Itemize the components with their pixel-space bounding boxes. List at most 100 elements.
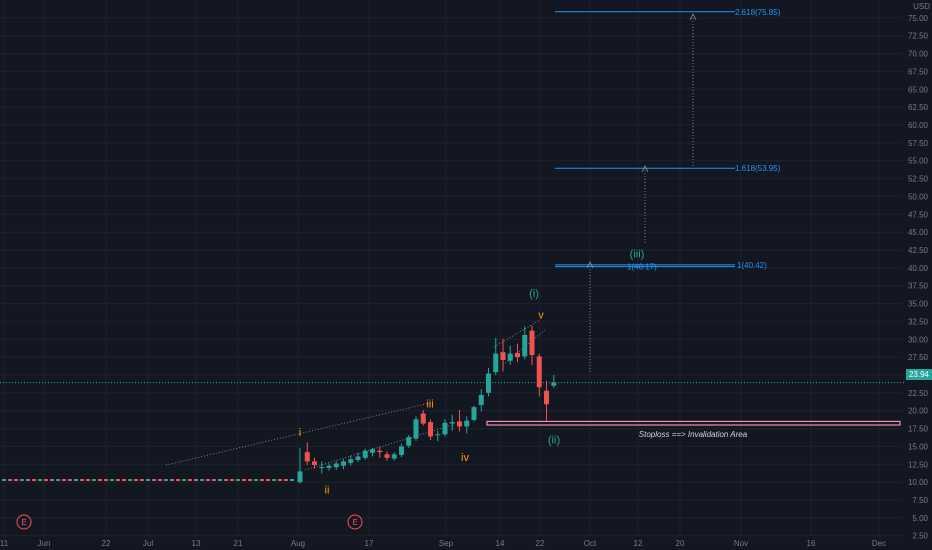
candle[interactable] bbox=[326, 463, 332, 471]
y-tick-label: 65.00 bbox=[908, 85, 929, 94]
candle-body bbox=[500, 352, 506, 360]
earnings-marker-circle bbox=[16, 514, 32, 530]
x-tick-label: 11 bbox=[0, 539, 9, 548]
x-tick-label: Jul bbox=[143, 539, 153, 548]
candle[interactable] bbox=[435, 430, 441, 442]
projection-arrow-head bbox=[586, 261, 594, 269]
projection-arrow-head bbox=[689, 13, 697, 21]
y-tick-label: 2.50 bbox=[912, 532, 928, 541]
candle-body bbox=[442, 422, 448, 435]
wave-label: (iii) bbox=[630, 249, 645, 261]
wave-label: iii bbox=[426, 399, 433, 411]
y-tick-label: 30.00 bbox=[908, 335, 929, 344]
fib-level-label: 1.618(53.95) bbox=[735, 164, 781, 173]
y-tick-label: 7.50 bbox=[912, 496, 928, 505]
candle[interactable] bbox=[420, 410, 426, 426]
candle[interactable] bbox=[312, 457, 317, 469]
candle-body bbox=[457, 421, 462, 427]
candle[interactable] bbox=[341, 459, 346, 470]
candle[interactable] bbox=[297, 447, 303, 484]
candle-body bbox=[493, 353, 499, 373]
candle-body bbox=[384, 454, 390, 458]
candle[interactable] bbox=[355, 452, 361, 463]
candle-body bbox=[449, 422, 455, 424]
last-price-badge bbox=[906, 369, 932, 380]
candle[interactable] bbox=[500, 338, 506, 372]
y-tick-label: 32.50 bbox=[908, 317, 929, 326]
x-tick-label: 14 bbox=[496, 539, 505, 548]
candle[interactable] bbox=[384, 451, 390, 461]
x-tick-label: Aug bbox=[291, 539, 305, 548]
candle[interactable] bbox=[515, 343, 520, 363]
candle-body bbox=[348, 459, 354, 463]
x-tick-label: Oct bbox=[584, 539, 597, 548]
last-price-text: 23.94 bbox=[909, 370, 930, 379]
earnings-marker[interactable]: E bbox=[347, 514, 363, 530]
y-tick-label: 20.00 bbox=[908, 407, 929, 416]
wave-label: iv bbox=[461, 452, 469, 464]
candle[interactable] bbox=[304, 442, 310, 465]
candle[interactable] bbox=[493, 337, 499, 375]
candle[interactable] bbox=[449, 415, 455, 431]
candle-body bbox=[478, 395, 484, 405]
trend-channel-line bbox=[165, 402, 431, 466]
candle[interactable] bbox=[486, 367, 491, 397]
candle[interactable] bbox=[413, 416, 419, 441]
y-tick-label: 35.00 bbox=[908, 300, 929, 309]
candle[interactable] bbox=[399, 443, 404, 458]
candle-body bbox=[507, 353, 513, 361]
y-tick-label: 10.00 bbox=[908, 478, 929, 487]
earnings-marker[interactable]: E bbox=[16, 514, 32, 530]
y-tick-label: 27.50 bbox=[908, 353, 929, 362]
candle[interactable] bbox=[544, 380, 549, 421]
fib-level-label: 1(40.42) bbox=[737, 261, 767, 270]
x-tick-label: Sep bbox=[439, 539, 454, 548]
candle-body bbox=[304, 452, 310, 462]
candle[interactable] bbox=[370, 447, 375, 457]
candle-body bbox=[319, 467, 325, 469]
candle-body bbox=[471, 407, 477, 420]
currency-label: USD bbox=[913, 2, 930, 11]
candle[interactable] bbox=[333, 461, 339, 470]
candle[interactable] bbox=[457, 410, 462, 432]
y-tick-label: 45.00 bbox=[908, 228, 929, 237]
candle[interactable] bbox=[391, 452, 397, 461]
candle[interactable] bbox=[377, 446, 383, 458]
wave-label: (ii) bbox=[548, 434, 560, 446]
stoploss-zone bbox=[486, 420, 901, 426]
price-axis[interactable]: USD 2.50 5.00 7.50 10.00 12.50 15.00 17.50 20.0… bbox=[908, 2, 930, 541]
candle[interactable] bbox=[529, 325, 535, 365]
candle[interactable] bbox=[348, 455, 354, 466]
chart-annotations bbox=[0, 11, 906, 471]
earnings-marker-label: E bbox=[352, 518, 357, 527]
candle-body bbox=[391, 454, 397, 459]
candle-body bbox=[522, 335, 528, 357]
candle[interactable] bbox=[551, 375, 557, 388]
candle-body bbox=[362, 450, 368, 458]
candle-body bbox=[355, 456, 361, 460]
candle[interactable] bbox=[471, 405, 477, 422]
last-price-tag: 23.94 bbox=[906, 369, 932, 380]
candle[interactable] bbox=[442, 419, 448, 437]
candle[interactable] bbox=[428, 419, 433, 440]
wave-label: (i) bbox=[529, 288, 539, 300]
earnings-marker-label: E bbox=[21, 518, 26, 527]
candle-body bbox=[399, 446, 404, 455]
candle-body bbox=[529, 330, 535, 355]
y-tick-label: 12.50 bbox=[908, 460, 929, 469]
chart-grid bbox=[0, 0, 903, 537]
x-tick-label: 12 bbox=[634, 539, 643, 548]
candle[interactable] bbox=[507, 345, 513, 365]
candle[interactable] bbox=[406, 435, 412, 448]
candle[interactable] bbox=[478, 389, 484, 412]
candle[interactable] bbox=[536, 353, 542, 397]
wave-label: ii bbox=[325, 484, 330, 496]
candle-body bbox=[341, 461, 346, 466]
y-tick-label: 70.00 bbox=[908, 50, 929, 59]
candle[interactable] bbox=[362, 448, 368, 460]
candle[interactable] bbox=[464, 416, 470, 434]
candle[interactable] bbox=[522, 326, 528, 360]
candle[interactable] bbox=[319, 461, 325, 474]
time-axis[interactable]: 11 Jun 22 Jul 13 21 Aug 17 Sep 14 22 Oct 12 20 Nov 16 De… bbox=[0, 539, 886, 548]
